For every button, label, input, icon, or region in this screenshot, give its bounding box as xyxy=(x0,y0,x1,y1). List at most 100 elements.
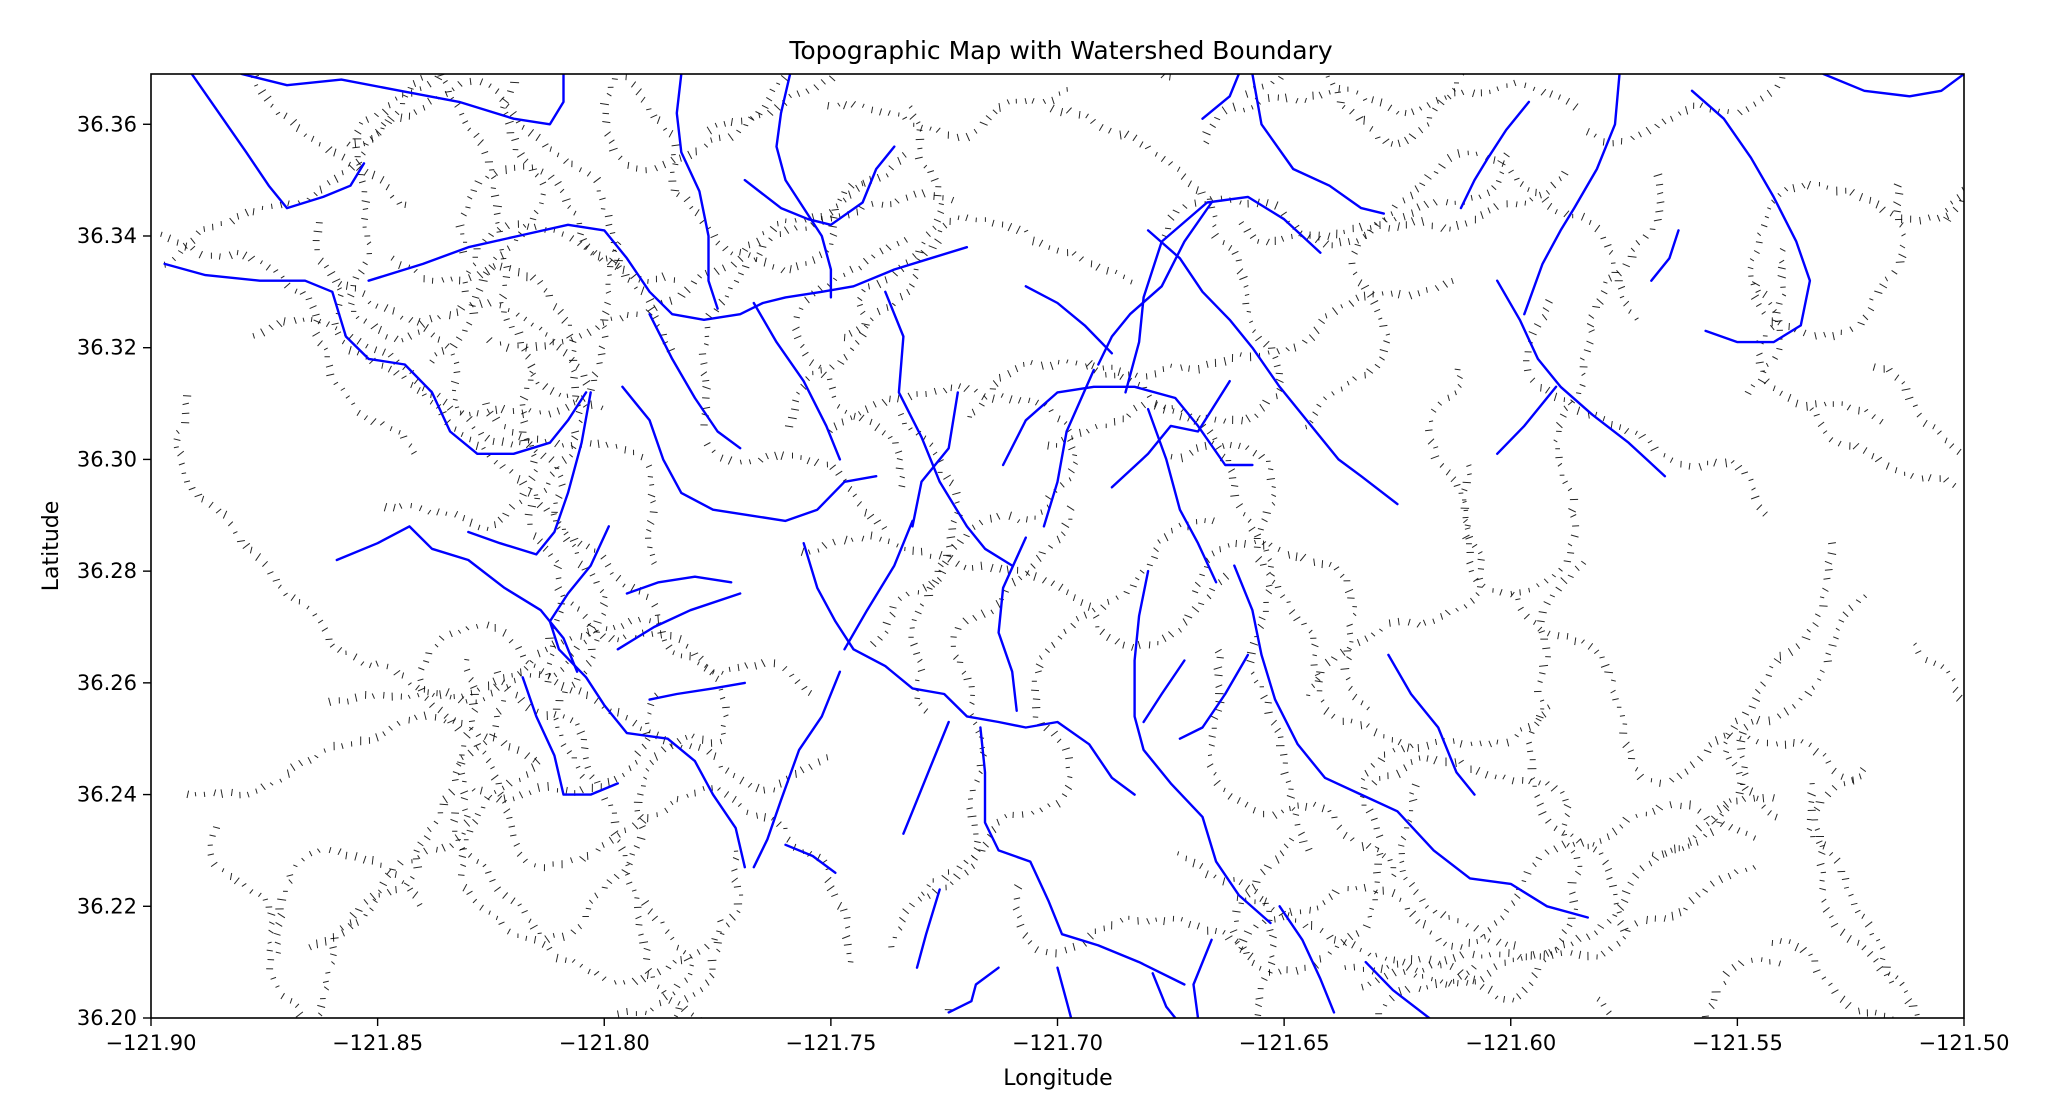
stream-line xyxy=(1146,407,1218,584)
stream-line xyxy=(752,670,842,869)
x-tick-label: −121.80 xyxy=(559,1031,650,1055)
contour-hachure xyxy=(967,277,1454,418)
plot-area xyxy=(150,73,1965,1019)
stream-line xyxy=(548,525,746,869)
contour-hachure xyxy=(383,402,538,532)
stream-line xyxy=(1278,905,1336,1014)
stream-line xyxy=(911,391,959,528)
x-tick-label: −121.85 xyxy=(332,1031,423,1055)
y-axis-label: Latitude xyxy=(39,501,64,592)
contour-hachure xyxy=(1238,170,1569,246)
contour-hachure xyxy=(706,75,836,135)
contour-hachure xyxy=(1306,368,1485,697)
stream-line xyxy=(752,301,842,461)
stream-line xyxy=(1056,966,1073,1018)
contour-hachure xyxy=(800,531,1230,651)
stream-line xyxy=(743,145,896,226)
y-tick-label: 36.26 xyxy=(77,671,137,695)
stream-line xyxy=(1364,960,1431,1018)
contour-hachure xyxy=(898,412,963,714)
y-tick-label: 36.30 xyxy=(77,447,137,471)
x-tick-label: −121.75 xyxy=(785,1031,876,1055)
contour-hachure xyxy=(1651,594,1868,858)
contour-hachure xyxy=(827,383,1078,648)
contour-hachure xyxy=(160,231,417,455)
x-tick-label: −121.50 xyxy=(1918,1031,2009,1055)
y-tick-label: 36.32 xyxy=(77,336,137,360)
contour-hachure xyxy=(1325,74,1465,148)
contour-hachure xyxy=(347,75,591,386)
stream-line xyxy=(947,966,1000,1014)
contour-hachure xyxy=(328,623,595,706)
contour-hachure xyxy=(1771,938,1894,1018)
y-tick-label: 36.20 xyxy=(77,1006,137,1030)
stream-line xyxy=(1650,229,1680,282)
stream-network xyxy=(163,74,1964,1018)
contour-hachure xyxy=(570,601,730,735)
contour-hachure xyxy=(1047,104,1284,450)
contour-hachure xyxy=(173,395,659,704)
contour-hachure xyxy=(390,255,583,683)
contour-hachure xyxy=(1344,755,1583,1003)
contour-hachure xyxy=(1585,76,1786,147)
contour-hachure xyxy=(1526,560,1629,932)
stream-line xyxy=(648,681,746,701)
stream-line xyxy=(1001,385,1254,467)
contour-lines xyxy=(160,74,1964,1018)
stream-line xyxy=(648,313,742,450)
contour-hachure xyxy=(1460,173,1665,596)
contour-hachure xyxy=(518,370,813,696)
stream-line xyxy=(802,542,1136,796)
contour-hachure xyxy=(1510,591,1854,787)
contour-hachure xyxy=(1809,407,1957,489)
stream-line xyxy=(625,575,733,595)
stream-line xyxy=(521,676,619,796)
stream-line xyxy=(915,888,941,969)
contour-hachure xyxy=(308,700,507,951)
contour-hachure xyxy=(1236,865,1757,966)
contour-hachure xyxy=(429,81,547,364)
contour-hachure xyxy=(1238,800,1757,950)
stream-line xyxy=(1387,653,1476,796)
contour-hachure xyxy=(471,692,659,803)
stream-line xyxy=(1192,938,1213,1018)
contour-hachure xyxy=(843,105,945,342)
y-tick-label: 36.36 xyxy=(77,112,137,136)
contour-hachure xyxy=(1943,186,1964,222)
contour-hachure xyxy=(457,733,723,944)
stream-line xyxy=(1024,285,1114,355)
contour-hachure xyxy=(1701,957,1782,1018)
stream-line xyxy=(1142,659,1186,724)
stream-line xyxy=(190,74,366,210)
contour-hachure xyxy=(703,442,888,530)
contour-hachure xyxy=(1375,964,1477,1015)
stream-line xyxy=(884,290,1014,567)
contour-hachure xyxy=(1872,363,1962,455)
x-tick-label: −121.55 xyxy=(1692,1031,1783,1055)
stream-line xyxy=(997,536,1027,712)
x-tick-label: −121.65 xyxy=(1239,1031,1330,1055)
contour-hachure xyxy=(1206,648,1397,878)
contour-hachure xyxy=(1755,247,1884,425)
x-tick-label: −121.90 xyxy=(105,1031,196,1055)
y-tick-label: 36.34 xyxy=(77,224,137,248)
contour-hachure xyxy=(617,899,694,1018)
stream-line xyxy=(902,720,950,835)
contour-hachure xyxy=(1723,542,1837,821)
contour-hachure xyxy=(186,711,538,799)
contour-hachure xyxy=(1523,299,1768,517)
contour-hachure xyxy=(273,846,423,954)
contour-hachure xyxy=(493,670,702,1018)
y-tick-label: 36.22 xyxy=(77,894,137,918)
stream-line xyxy=(1523,74,1621,316)
contour-hachure xyxy=(673,850,744,1018)
stream-line xyxy=(784,843,837,874)
contour-hachure xyxy=(455,163,620,266)
contour-hachure xyxy=(207,826,304,1018)
x-axis: −121.90 −121.85 −121.80 −121.75 −121.70 −121.… xyxy=(105,1018,2010,1055)
contour-hachure xyxy=(827,87,1068,142)
contour-hachure xyxy=(1161,152,1510,249)
stream-line xyxy=(1201,74,1240,120)
